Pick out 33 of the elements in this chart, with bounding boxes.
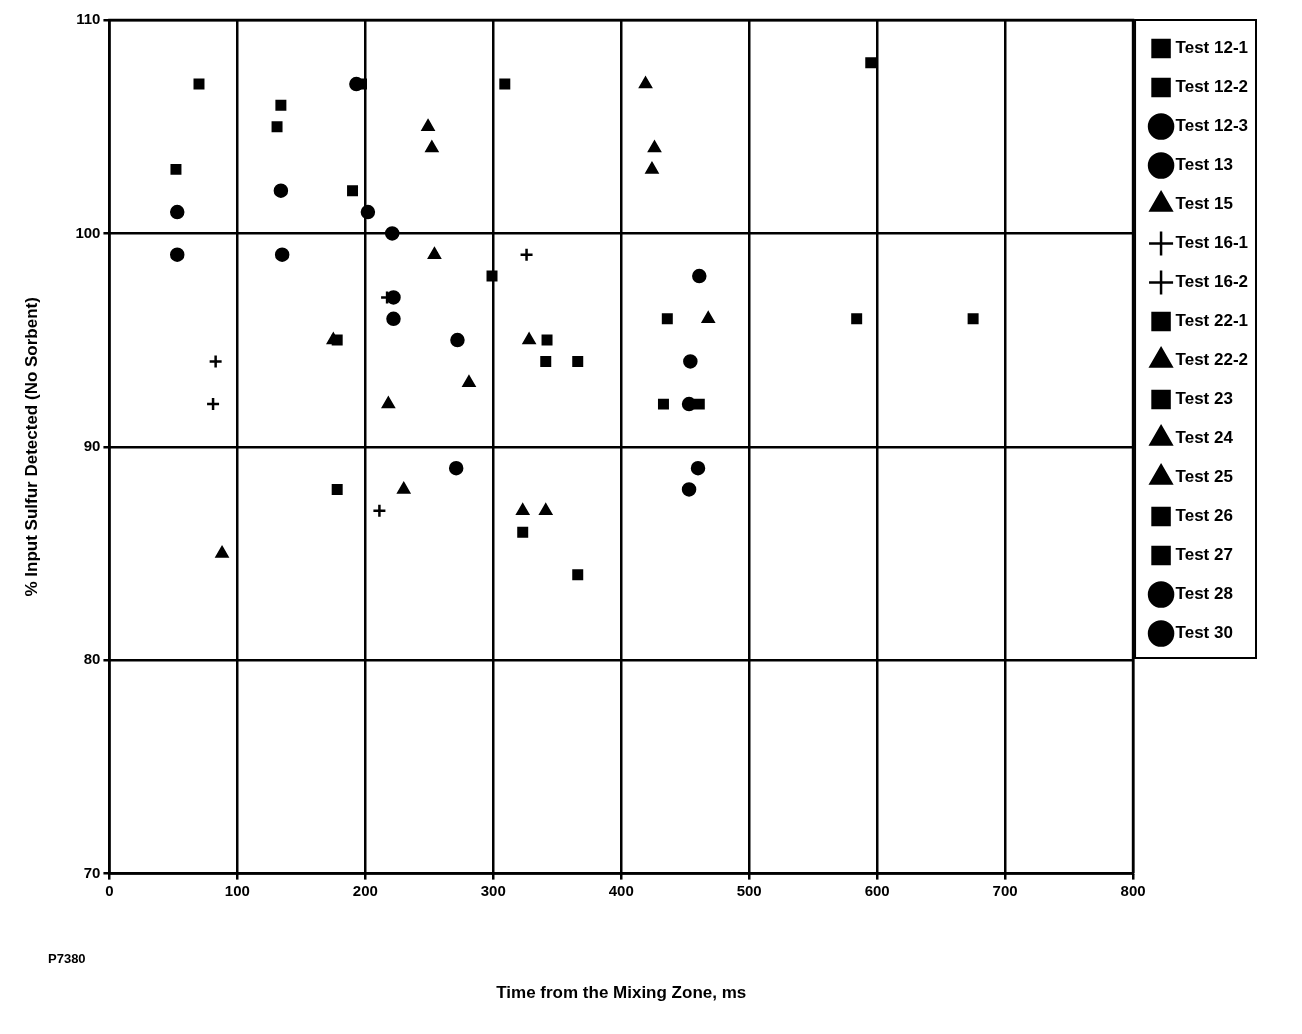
text: P7380 bbox=[48, 951, 86, 966]
x-tick-label: 800 bbox=[1120, 881, 1146, 899]
x-axis-title: Time from the Mixing Zone, ms bbox=[496, 983, 747, 1003]
legend-label: Test 12-3 bbox=[1175, 116, 1249, 136]
x-tick-label: 500 bbox=[736, 881, 762, 899]
legend-label: Test 16-2 bbox=[1175, 272, 1249, 292]
x-tick-label: 600 bbox=[864, 881, 890, 899]
y-tick-label: 90 bbox=[83, 436, 101, 454]
y-tick-label: 70 bbox=[83, 863, 101, 881]
x-tick-label: 400 bbox=[608, 881, 634, 899]
legend-label: Test 25 bbox=[1175, 467, 1233, 487]
x-tick-label: 300 bbox=[480, 881, 506, 899]
legend-label: Test 23 bbox=[1175, 389, 1233, 409]
legend-label: Test 13 bbox=[1175, 155, 1233, 175]
x-tick-label: 100 bbox=[224, 881, 250, 899]
legend-label: Test 22-2 bbox=[1175, 350, 1249, 370]
y-tick-label: 100 bbox=[75, 223, 101, 241]
legend-label: Test 16-1 bbox=[1175, 233, 1249, 253]
y-tick-label: 110 bbox=[76, 10, 101, 28]
legend-label: Test 12-1 bbox=[1175, 38, 1249, 58]
legend-label: Test 12-2 bbox=[1175, 77, 1249, 97]
y-axis-title: % Input Sulfur Detected (No Sorbent) bbox=[21, 297, 41, 597]
legend-label: Test 30 bbox=[1175, 623, 1233, 643]
x-tick-label: 200 bbox=[352, 881, 378, 899]
legend-label: Test 28 bbox=[1175, 584, 1233, 604]
legend-label: Test 15 bbox=[1175, 194, 1233, 214]
x-tick-label: 0 bbox=[105, 881, 114, 899]
legend-label: Test 24 bbox=[1175, 428, 1234, 448]
x-tick-label: 700 bbox=[992, 881, 1018, 899]
legend-label: Test 22-1 bbox=[1175, 311, 1249, 331]
legend-label: Test 26 bbox=[1175, 506, 1233, 526]
y-tick-label: 80 bbox=[83, 650, 101, 668]
legend-label: Test 27 bbox=[1175, 545, 1233, 565]
